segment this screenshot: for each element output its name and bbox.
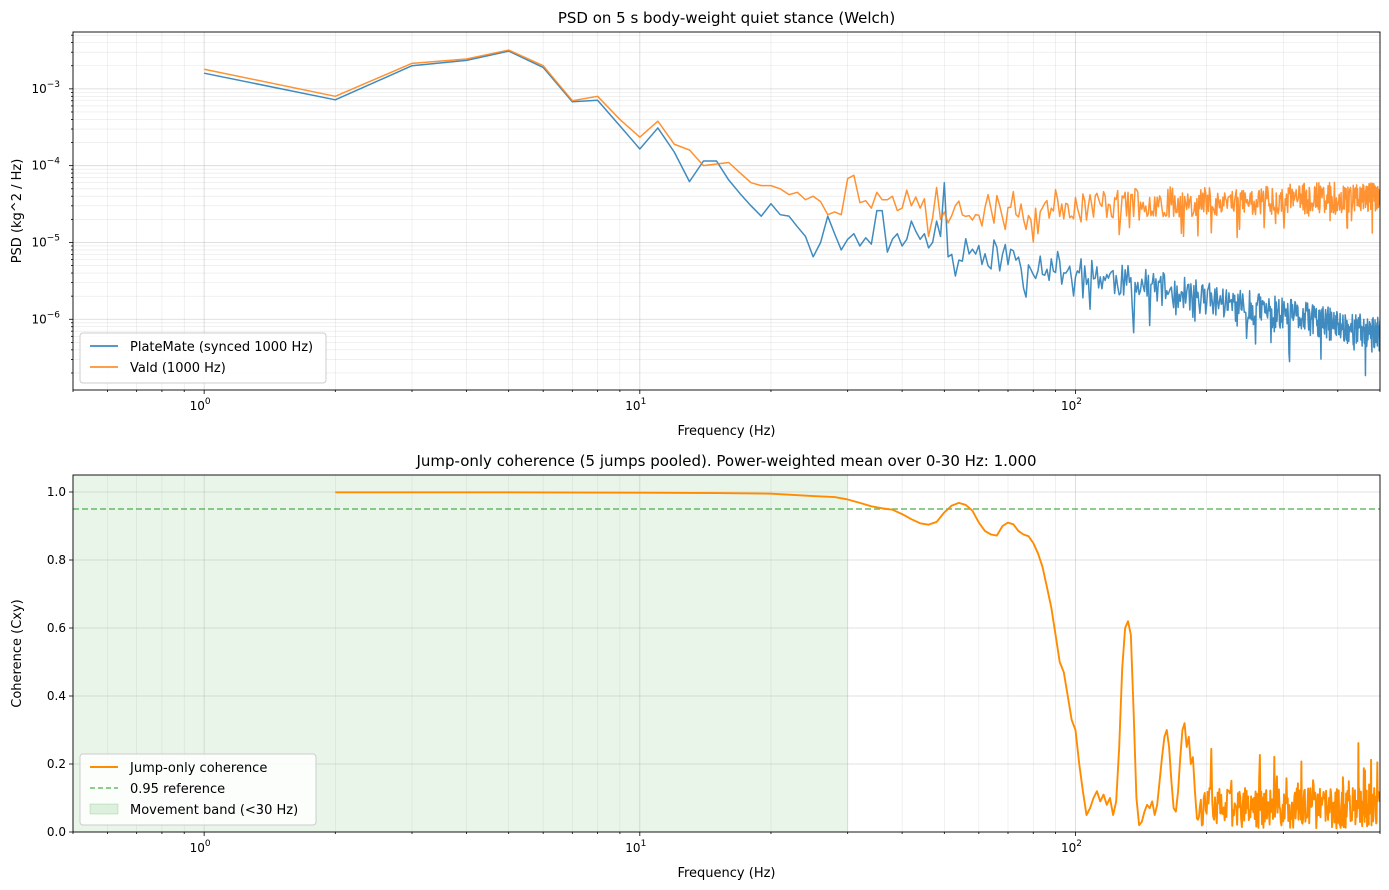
axes-frame [72,31,1381,391]
y-tick-label: 0.6 [47,621,66,635]
y-tick-exponent: −6 [47,310,61,320]
x-tick-label: 101 [625,839,646,855]
y-tick-label: 0.4 [47,689,66,703]
x-tick-exponent: 1 [641,397,647,407]
x-tick-exponent: 0 [205,397,211,407]
x-gridlines [72,475,1381,836]
x-tick-exponent: 1 [641,839,647,849]
legend-frame [79,753,317,826]
legend-label: PlateMate (synced 1000 Hz) [130,340,313,355]
series-group [203,49,1380,377]
chart-title: Jump-only coherence (5 jumps pooled). Po… [415,452,1036,470]
series-line-0 [204,50,1380,377]
series-line-0 [335,491,1380,830]
y-tick-label: 10−5 [31,233,60,249]
legend-label: 0.95 reference [130,782,225,797]
x-tick-label: 101 [625,397,646,413]
legend-label: Movement band (<30 Hz) [130,803,298,818]
x-tick-label: 100 [190,839,211,855]
y-tick-exponent: −3 [47,80,60,90]
y-tick-exponent: −4 [47,157,61,167]
y-axis-label: Coherence (Cxy) [10,599,25,707]
x-tick-label: 102 [1061,397,1082,413]
legend: Jump-only coherence 0.95 reference Movemen… [79,753,317,826]
axes-frame [72,474,1381,833]
legend-label: Vald (1000 Hz) [130,361,226,376]
y-tick-exponent: −5 [47,233,60,243]
y-tick-label: 0.0 [47,825,66,839]
series-line-1 [203,49,1380,243]
x-axis-label: Frequency (Hz) [677,424,775,439]
x-tick-exponent: 0 [205,839,211,849]
legend-swatch [89,803,119,815]
x-axis-label: Frequency (Hz) [677,866,775,881]
chart-title: PSD on 5 s body-weight quiet stance (Wel… [558,9,895,27]
legend: PlateMate (synced 1000 Hz) Vald (1000 Hz) [79,332,327,384]
x-tick-exponent: 2 [1076,839,1082,849]
y-tick-label: 0.2 [47,757,66,771]
legend-frame [79,332,327,384]
series-group [335,491,1380,830]
y-tick-label: 1.0 [47,485,66,499]
y-axis-label: PSD (kg^2 / Hz) [10,159,25,264]
y-tick-label: 10−4 [31,157,60,173]
y-tick-label: 10−6 [31,310,60,326]
x-tick-label: 100 [190,397,211,413]
y-tick-label: 0.8 [47,553,66,567]
x-tick-exponent: 2 [1076,397,1082,407]
legend-label: Jump-only coherence [129,761,267,776]
y-tick-label: 10−3 [31,80,60,96]
x-tick-label: 102 [1061,839,1082,855]
